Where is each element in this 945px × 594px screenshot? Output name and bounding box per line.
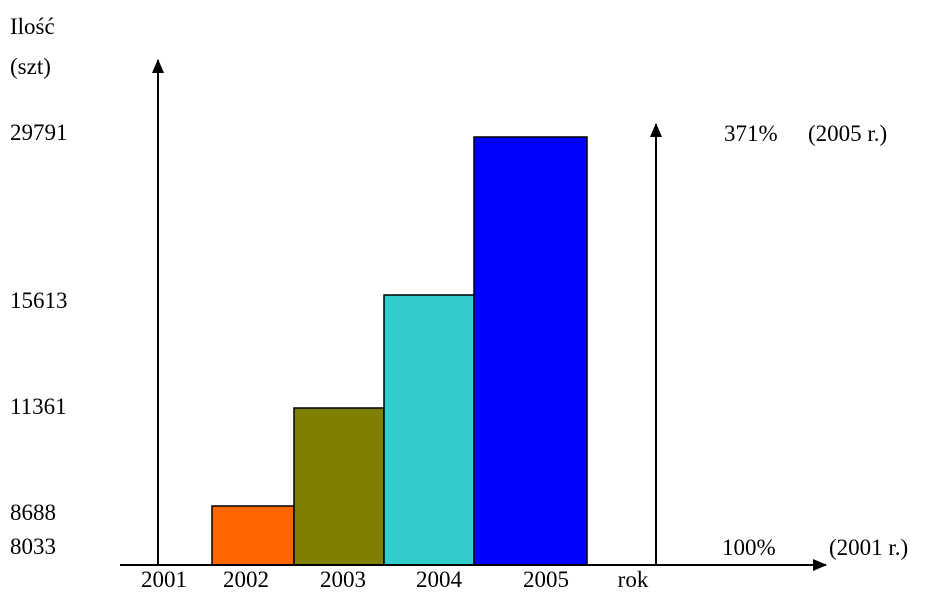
percent-bottom-note: (2001 r.) xyxy=(829,535,909,560)
y-tick-label: 8033 xyxy=(10,534,56,559)
x-tick-label: 2002 xyxy=(223,567,269,592)
y-tick-label: 29791 xyxy=(10,120,68,145)
bars-group xyxy=(211,136,588,566)
x-tick-label: 2004 xyxy=(416,567,462,592)
y-tick-label: 11361 xyxy=(10,394,67,419)
x-axis-title: rok xyxy=(617,567,649,592)
bar-2005 xyxy=(473,136,588,566)
y-tick-label: 8688 xyxy=(10,500,56,525)
y-axis-title-line2: (szt) xyxy=(10,54,51,79)
bar-2004 xyxy=(383,294,475,566)
percent-bottom-label: 100% xyxy=(722,535,776,560)
y-tick-label: 15613 xyxy=(10,288,68,313)
y-axis-title-line1: Ilość xyxy=(10,14,55,39)
percent-top-label: 371% xyxy=(724,121,778,146)
x-tick-label: 2005 xyxy=(523,567,569,592)
bar-2003 xyxy=(293,407,385,566)
bar-2002 xyxy=(211,505,295,566)
x-tick-label: 2003 xyxy=(320,567,366,592)
x-tick-label: 2001 xyxy=(141,567,187,592)
percent-top-note: (2005 r.) xyxy=(808,121,888,146)
